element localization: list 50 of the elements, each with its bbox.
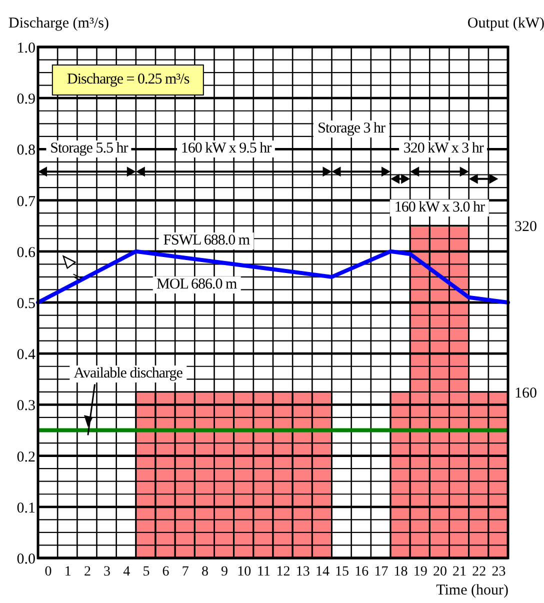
y-tick-label: 0.2 xyxy=(16,449,36,466)
y-tick-label: 0.4 xyxy=(16,347,36,364)
line-series xyxy=(36,249,510,304)
annotation: 160 kW x 9.5 hr xyxy=(176,140,276,158)
annotation: Storage 3 hr xyxy=(314,120,389,138)
x-tick-label: 18 xyxy=(394,564,408,580)
y2-tick-label: 320 xyxy=(514,219,537,236)
x-tick-label: 21 xyxy=(452,564,467,580)
x-tick-label: 13 xyxy=(296,564,310,580)
y-tick-label: 0.6 xyxy=(16,244,36,261)
x-tick-label: 19 xyxy=(413,564,428,580)
y-tick-label: 0.7 xyxy=(16,194,36,210)
annotation: MOL 686.0 m xyxy=(152,276,241,294)
annotation: Discharge = 0.25 m³/s xyxy=(52,64,204,96)
x-tick-label: 8 xyxy=(201,564,208,580)
x-tick-label: 15 xyxy=(335,564,350,580)
x-tick-label: 14 xyxy=(315,564,330,580)
x-tick-label: 0 xyxy=(44,564,52,580)
x-tick-label: 3 xyxy=(104,564,111,580)
x-tick-label: 16 xyxy=(354,564,369,580)
annotation: Storage 5.5 hr xyxy=(46,140,132,158)
y2-tick-label: 160 xyxy=(514,385,537,402)
y-tick-label: 0.9 xyxy=(16,92,36,108)
y-tick-label: 0.8 xyxy=(16,142,36,159)
x-tick-label: 4 xyxy=(123,564,130,580)
ref-line-label: Available discharge xyxy=(70,366,186,383)
x-tick-label: 11 xyxy=(256,564,270,580)
annotation: FSWL 688.0 m xyxy=(159,232,254,250)
x-tick-label: 1 xyxy=(64,564,72,580)
x-tick-label: 12 xyxy=(276,564,290,580)
x-tick-label: 20 xyxy=(432,564,447,580)
x-tick-label: 10 xyxy=(237,564,252,580)
x-tick-label: 9 xyxy=(221,564,228,580)
x-tick-label: 22 xyxy=(472,564,486,580)
y-tick-label: 0.1 xyxy=(16,500,36,516)
y-tick-label: 0.0 xyxy=(16,552,36,568)
x-tick-label: 7 xyxy=(182,564,189,580)
x-tick-label: 23 xyxy=(492,564,506,580)
x-axis-title: Time (hour) xyxy=(436,582,508,598)
y-tick-label: 0.5 xyxy=(16,296,36,312)
x-tick-label: 6 xyxy=(162,564,170,580)
x-tick-label: 17 xyxy=(374,564,388,580)
y-tick-label: 1.0 xyxy=(16,40,36,56)
y-axis-title: Discharge (m³/s) xyxy=(8,16,109,32)
y-tick-label: 0.3 xyxy=(16,398,36,414)
y2-axis-title: Output (kW) xyxy=(467,16,544,32)
annotation: 160 kW x 3.0 hr xyxy=(390,199,489,216)
x-tick-label: 5 xyxy=(142,564,150,580)
x-tick-label: 2 xyxy=(84,564,91,580)
annotation: 320 kW x 3 hr xyxy=(399,140,488,158)
